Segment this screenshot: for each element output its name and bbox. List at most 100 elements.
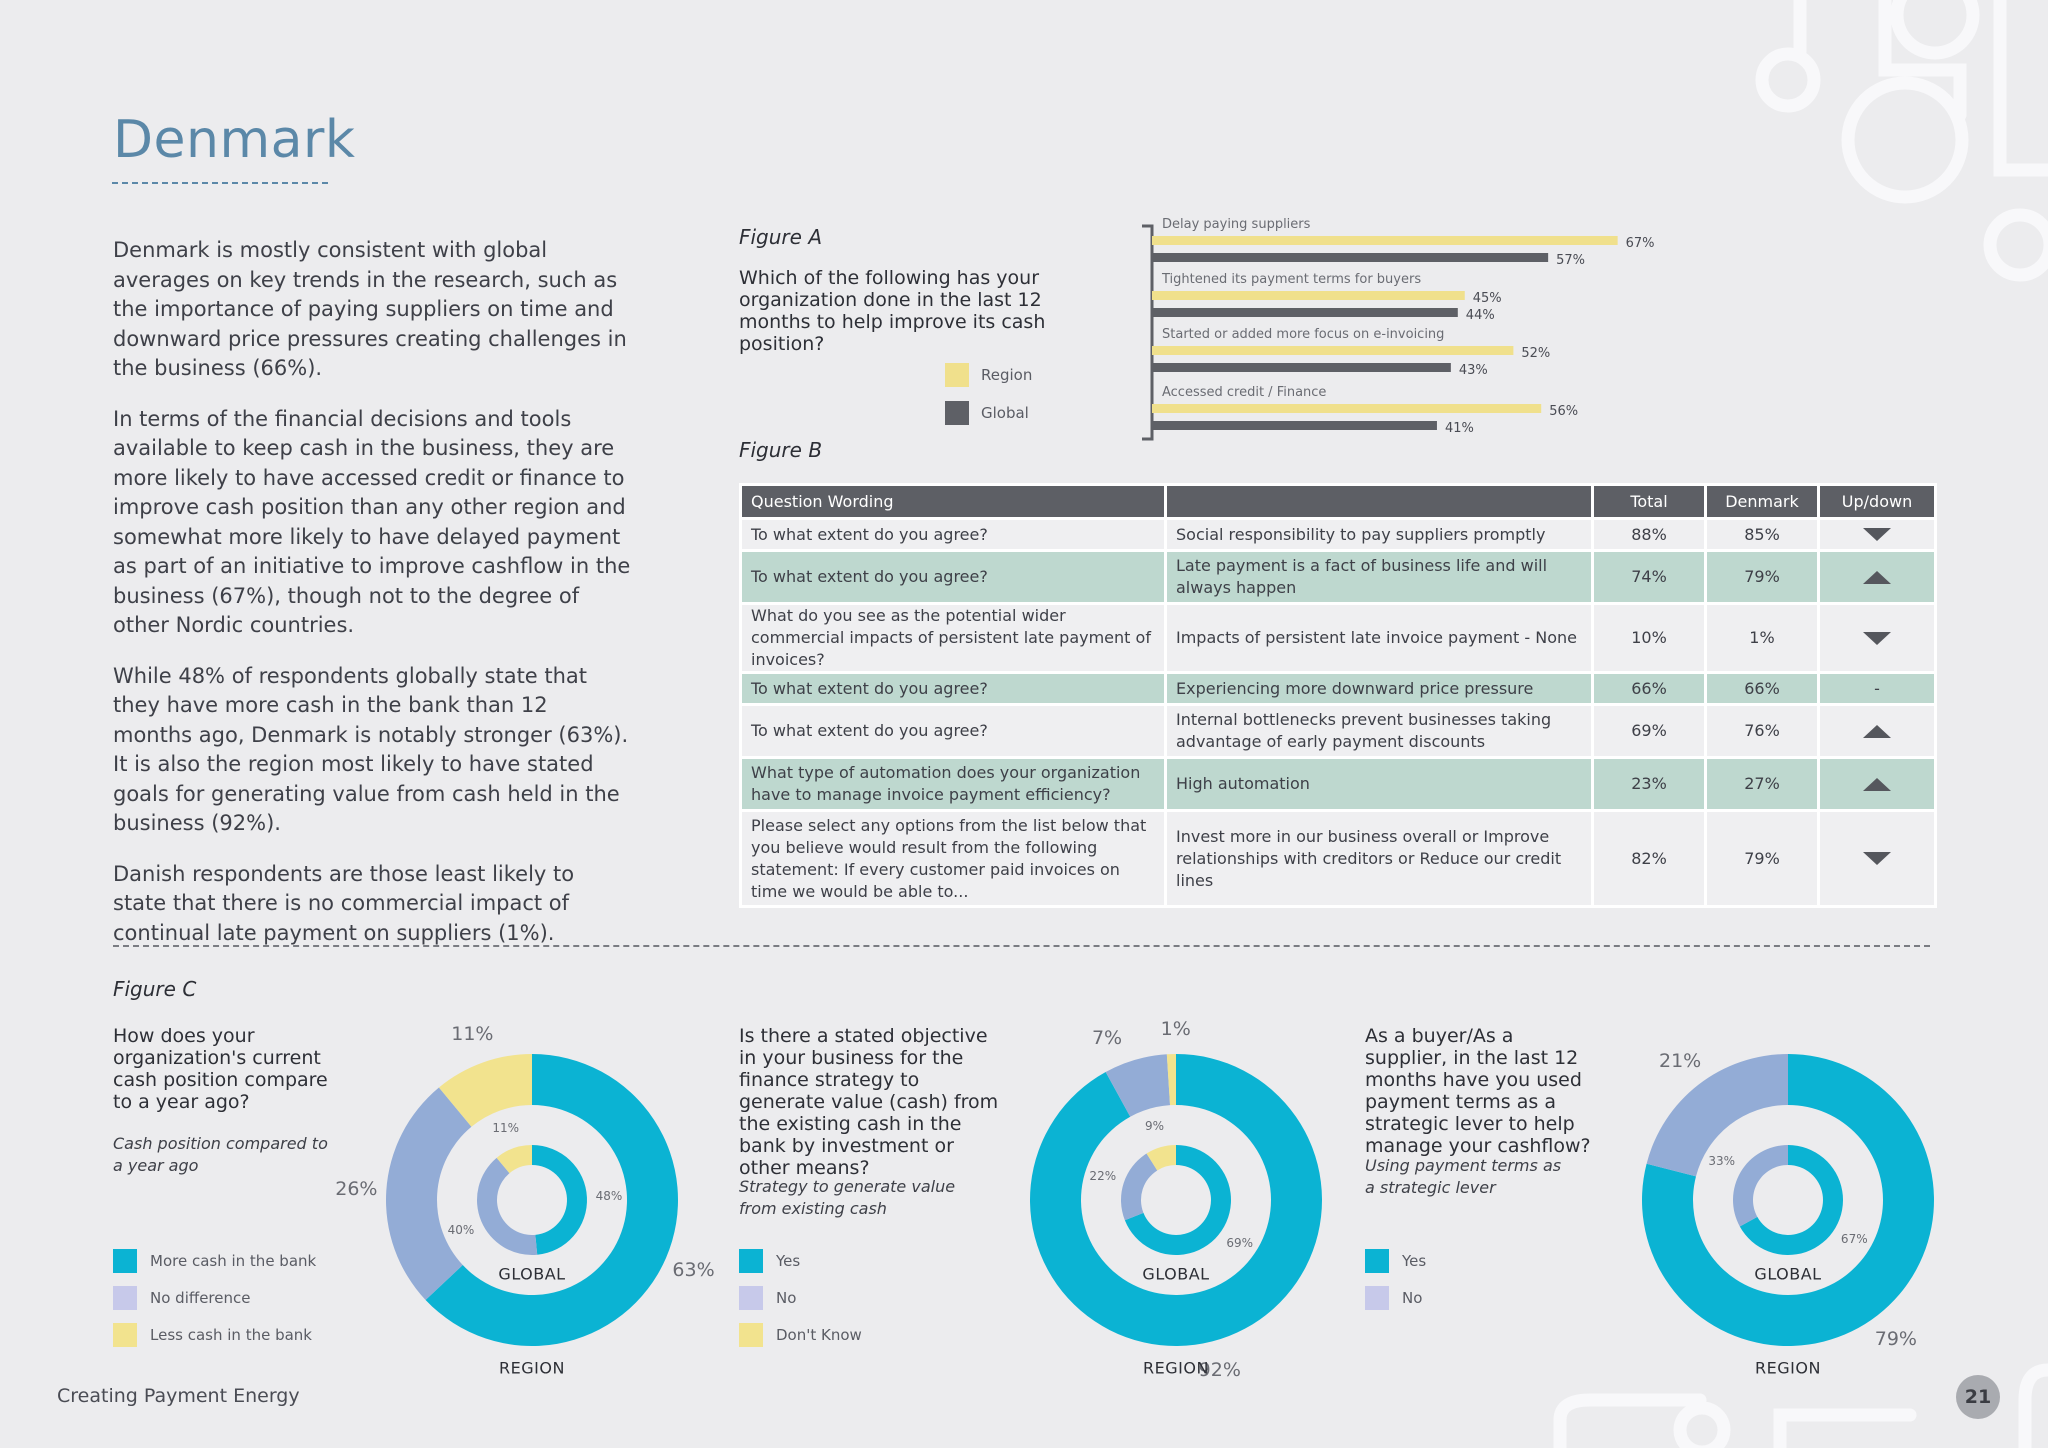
intro-paragraph: Denmark is mostly consistent with global… (113, 238, 627, 380)
table-row: To what extent do you agree? Late payment… (739, 549, 1937, 605)
category-label: Started or added more focus on e-invoici… (1162, 327, 1444, 342)
table-row: To what extent do you agree? Internal bot… (739, 703, 1937, 759)
region-slice (438, 1054, 532, 1127)
legend-item: No difference (113, 1285, 316, 1311)
legend-label: Yes (776, 1252, 801, 1270)
figure-b-table: Question Wording Total Denmark Up/down T… (739, 483, 1937, 908)
legend-label: No (776, 1289, 797, 1307)
legend-item-global: Global (945, 400, 1032, 426)
global-slice (1124, 1145, 1231, 1255)
column-header: Total (1591, 483, 1707, 520)
bar-region (1152, 291, 1465, 300)
table-cell-denmark: 79% (1704, 809, 1820, 908)
table-cell-total: 23% (1591, 756, 1707, 812)
region-percent-label: 79% (1874, 1328, 1917, 1351)
figure-a-label: Figure A (739, 225, 822, 249)
data-label: 52% (1521, 346, 1550, 361)
figure-a-bar-chart: Delay paying suppliers 67% 57% Tightened it… (1142, 217, 1655, 441)
figure-c-subtitle-2: Strategy to generate value from existing… (739, 1177, 956, 1218)
chart-bracket (1142, 224, 1154, 441)
region-percent-label: 7% (1091, 1027, 1123, 1050)
global-percent-label: 11% (492, 1120, 519, 1135)
figure-c-question-3: As a buyer/As a supplier, in the last 12… (1365, 1025, 1591, 1157)
figure-c-legend-3: Yes No (1365, 1248, 1426, 1311)
region-slice (425, 1054, 678, 1346)
region-slice (1646, 1054, 1788, 1177)
legend-item-region: Region (945, 362, 1032, 388)
intro-text: Denmark is mostly consistent with global… (113, 236, 633, 969)
bar-global (1152, 253, 1549, 262)
region-slice (1105, 1054, 1171, 1117)
table-cell-statement: Invest more in our business overall or I… (1164, 809, 1594, 908)
arrow-up-icon (1863, 777, 1891, 791)
legend-swatch (113, 1249, 137, 1273)
figure-c-legend-2: Yes No Don't Know (739, 1248, 862, 1348)
legend-label: Region (981, 366, 1033, 384)
table-row: Please select any options from the list … (739, 809, 1937, 908)
table-cell-denmark: 79% (1704, 549, 1820, 605)
table-cell-question: What do you see as the potential wider c… (739, 602, 1167, 674)
table-row: What do you see as the potential wider c… (739, 602, 1937, 674)
bar-region (1152, 404, 1542, 413)
category-label: Delay paying suppliers (1162, 217, 1311, 232)
global-percent-label: 69% (1226, 1236, 1254, 1251)
bar-region (1152, 346, 1514, 355)
legend-swatch (739, 1323, 763, 1347)
region-percent-label: 63% (672, 1258, 715, 1281)
region-slice (386, 1087, 472, 1300)
global-slice (1121, 1153, 1158, 1221)
legend-item: Less cash in the bank (113, 1322, 316, 1348)
global-slice (1146, 1145, 1176, 1171)
intro-paragraph: In terms of the financial decisions and … (113, 406, 631, 638)
legend-swatch (113, 1323, 137, 1347)
table-row: What type of automation does your organi… (739, 756, 1937, 812)
data-label: 56% (1549, 404, 1578, 419)
table-cell-statement: Late payment is a fact of business life … (1164, 549, 1594, 605)
table-cell-question: To what extent do you agree? (739, 703, 1167, 759)
global-slice (496, 1145, 532, 1174)
table-cell-question: What type of automation does your organi… (739, 756, 1167, 812)
global-ring-label: GLOBAL (1754, 1264, 1822, 1284)
region-percent-label: 11% (451, 1023, 494, 1046)
figure-c-subtitle-3: Using payment terms as a strategic lever (1365, 1156, 1562, 1197)
arrow-down-icon (1863, 631, 1891, 645)
table-cell-total: 10% (1591, 602, 1707, 674)
legend-item: Yes (739, 1248, 862, 1274)
legend-swatch (739, 1286, 763, 1310)
column-header: Question Wording (739, 483, 1167, 520)
region-slice (1642, 1054, 1934, 1346)
table-cell-denmark: 66% (1704, 671, 1820, 706)
section-divider (113, 945, 1930, 947)
bar-global (1152, 308, 1458, 317)
arrow-down-icon (1863, 852, 1891, 865)
table-row: To what extent do you agree? Social respo… (739, 517, 1937, 552)
figure-a-legend: Region Global (945, 362, 1032, 438)
page-title: Denmark (113, 110, 356, 170)
table-cell-question: Please select any options from the list … (739, 809, 1167, 908)
category-label: Accessed credit / Finance (1162, 385, 1326, 400)
table-cell-total: 66% (1591, 671, 1707, 706)
legend-swatch (113, 1286, 137, 1310)
data-label: 43% (1459, 363, 1488, 378)
page-number: 21 (1956, 1375, 2000, 1419)
legend-label: Don't Know (776, 1326, 862, 1344)
table-cell-statement: Internal bottlenecks prevent businesses … (1164, 703, 1594, 759)
global-percent-label: 40% (447, 1222, 475, 1237)
global-ring-label: GLOBAL (1142, 1264, 1210, 1284)
title-underline (112, 182, 328, 184)
legend-swatch (1365, 1286, 1389, 1310)
legend-label: No (1402, 1289, 1423, 1307)
table-cell-statement: High automation (1164, 756, 1594, 812)
table-cell-denmark: 85% (1704, 517, 1820, 552)
bar-global (1152, 421, 1437, 430)
figure-c-question-2: Is there a stated objective in your busi… (739, 1025, 999, 1179)
footer-text: Creating Payment Energy (57, 1385, 300, 1407)
table-cell-statement: Impacts of persistent late invoice payme… (1164, 602, 1594, 674)
table-header-row: Question Wording Total Denmark Up/down (739, 483, 1937, 520)
region-ring-label: REGION (1755, 1358, 1821, 1378)
legend-label: No difference (150, 1289, 251, 1307)
global-slice (477, 1157, 538, 1255)
figure-c-legend-1: More cash in the bank No difference Less… (113, 1248, 316, 1348)
category-label: Tightened its payment terms for buyers (1161, 272, 1421, 287)
